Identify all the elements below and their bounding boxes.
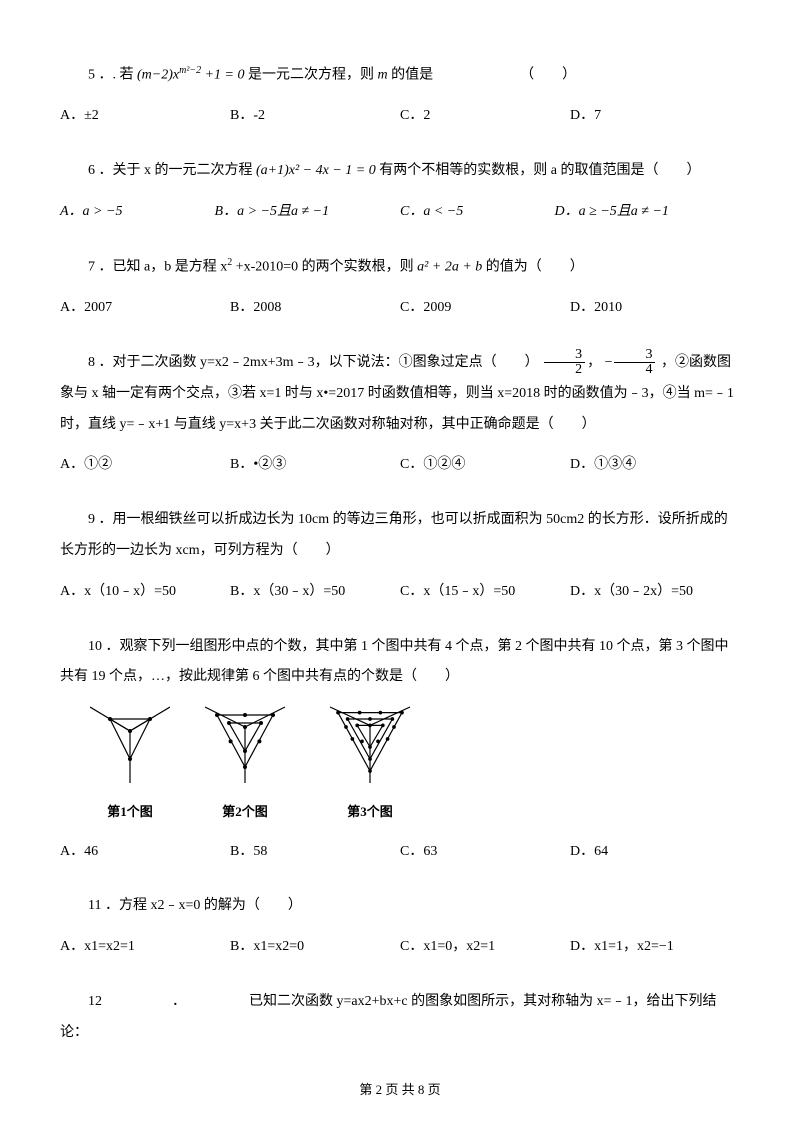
q5-post: 是一元二次方程，则 <box>248 68 374 83</box>
q5-formula-pre: (m−2)x <box>137 68 179 83</box>
q6-opt-d: D．a ≥ −5且a ≠ −1 <box>555 197 740 228</box>
q8-frac1: 32 <box>544 348 585 377</box>
question-9: 9 ．用一根细铁丝可以折成边长为 10cm 的等边三角形，也可以折成面积为 50… <box>60 505 740 607</box>
q6-stem: 6 ．关于 x 的一元二次方程 (a+1)x² − 4x − 1 = 0 有两个… <box>60 156 740 187</box>
question-7: 7 ．已知 a，b 是方程 x2 +x-2010=0 的两个实数根，则 a² +… <box>60 252 740 324</box>
q5-formula-post: +1 = 0 <box>205 68 245 83</box>
q5-opt-b: B．-2 <box>230 101 400 132</box>
q9-opt-c: C．x（15﹣x）=50 <box>400 577 570 608</box>
q8-frac1-den: 2 <box>544 363 585 377</box>
q10-triangle-2: 第2个图 <box>200 703 290 826</box>
q5-var: m <box>377 68 387 83</box>
q7-opt-d: D．2010 <box>570 293 740 324</box>
q11-opt-d: D．x1=1，x2=−1 <box>570 932 740 963</box>
q8-frac2-num: 3 <box>614 348 655 363</box>
page-content: 5 ．. 若 (m−2)xm²−2 +1 = 0 是一元二次方程，则 m 的值是… <box>0 0 800 1128</box>
q8-opt-b: B．•②③ <box>230 450 400 481</box>
q9-stem: 9 ．用一根细铁丝可以折成边长为 10cm 的等边三角形，也可以折成面积为 50… <box>60 505 740 567</box>
q8-neg: − <box>605 355 613 370</box>
q10-opt-b: B．58 <box>230 837 400 868</box>
q6-opt-c: C．a < −5 <box>400 197 555 228</box>
question-10: 10 ．观察下列一组图形中点的个数，其中第 1 个图中共有 4 个点，第 2 个… <box>60 632 740 868</box>
q8-frac1-num: 3 <box>544 348 585 363</box>
q5-end: 的值是 <box>391 68 433 83</box>
q8-s1: 8 ．对于二次函数 y=x2﹣2mx+3m﹣3，以下说法：①图象过定点（ ） <box>88 355 539 370</box>
q11-options: A．x1=x2=1 B．x1=x2=0 C．x1=0，x2=1 D．x1=1，x… <box>60 932 740 963</box>
q6-opt-b: B．a > −5且a ≠ −1 <box>215 197 400 228</box>
q8-opt-d: D．①③④ <box>570 450 740 481</box>
q5-opt-d: D．7 <box>570 101 740 132</box>
q11-opt-b: B．x1=x2=0 <box>230 932 400 963</box>
q6-opt-a: A．a > −5 <box>60 197 215 228</box>
q6-options: A．a > −5 B．a > −5且a ≠ −1 C．a < −5 D．a ≥ … <box>60 197 740 228</box>
q9-opt-b: B．x（30﹣x）=50 <box>230 577 400 608</box>
q8-frac2: 34 <box>614 348 655 377</box>
q12-stem: 12 ． 已知二次函数 y=ax2+bx+c 的图象如图所示，其对称轴为 x=﹣… <box>60 987 740 1049</box>
triangle-3-icon <box>320 703 420 783</box>
q6-formula: (a+1)x² − 4x − 1 = 0 <box>256 163 376 178</box>
q8-stem: 8 ．对于二次函数 y=x2﹣2mx+3m﹣3，以下说法：①图象过定点（ ） 3… <box>60 348 740 440</box>
page-footer: 第 2 页 共 8 页 <box>60 1079 740 1098</box>
q7-opt-c: C．2009 <box>400 293 570 324</box>
question-12: 12 ． 已知二次函数 y=ax2+bx+c 的图象如图所示，其对称轴为 x=﹣… <box>60 987 740 1049</box>
q7-pre: 7 ．已知 a，b 是方程 x <box>88 260 227 275</box>
q8-opt-c: C．①②④ <box>400 450 570 481</box>
q10-triangle-1: 第1个图 <box>90 703 170 826</box>
q7-formula: a² + 2a + b <box>417 260 482 275</box>
q10-opt-c: C．63 <box>400 837 570 868</box>
q5-opt-a: A．±2 <box>60 101 230 132</box>
q11-opt-a: A．x1=x2=1 <box>60 932 230 963</box>
q5-options: A．±2 B．-2 C．2 D．7 <box>60 101 740 132</box>
q11-stem: 11 ．方程 x2﹣x=0 的解为（ ） <box>60 891 740 922</box>
q8-opt-a: A．①② <box>60 450 230 481</box>
q5-paren: （ ） <box>520 68 576 83</box>
q7-opt-a: A．2007 <box>60 293 230 324</box>
q5-opt-c: C．2 <box>400 101 570 132</box>
triangle-2-icon <box>200 703 290 783</box>
q10-options: A．46 B．58 C．63 D．64 <box>60 837 740 868</box>
q7-mid: +x-2010=0 的两个实数根，则 <box>236 260 414 275</box>
q8-comma: ， <box>587 355 601 370</box>
q7-options: A．2007 B．2008 C．2009 D．2010 <box>60 293 740 324</box>
question-8: 8 ．对于二次函数 y=x2﹣2mx+3m﹣3，以下说法：①图象过定点（ ） 3… <box>60 348 740 481</box>
question-5: 5 ．. 若 (m−2)xm²−2 +1 = 0 是一元二次方程，则 m 的值是… <box>60 60 740 132</box>
q6-post: 有两个不相等的实数根，则 a 的取值范围是（ ） <box>379 163 700 178</box>
q8-frac2-den: 4 <box>614 363 655 377</box>
q7-opt-b: B．2008 <box>230 293 400 324</box>
q9-options: A．x（10﹣x）=50 B．x（30﹣x）=50 C．x（15﹣x）=50 D… <box>60 577 740 608</box>
q7-post: 的值为（ ） <box>486 260 584 275</box>
q9-opt-d: D．x（30﹣2x）=50 <box>570 577 740 608</box>
question-6: 6 ．关于 x 的一元二次方程 (a+1)x² − 4x − 1 = 0 有两个… <box>60 156 740 228</box>
q10-opt-d: D．64 <box>570 837 740 868</box>
q5-exp: m²−2 <box>179 65 201 76</box>
q11-opt-c: C．x1=0，x2=1 <box>400 932 570 963</box>
q10-label-2: 第2个图 <box>200 798 290 827</box>
q10-stem: 10 ．观察下列一组图形中点的个数，其中第 1 个图中共有 4 个点，第 2 个… <box>60 632 740 694</box>
q10-label-1: 第1个图 <box>90 798 170 827</box>
q10-opt-a: A．46 <box>60 837 230 868</box>
q7-stem: 7 ．已知 a，b 是方程 x2 +x-2010=0 的两个实数根，则 a² +… <box>60 252 740 283</box>
q8-options: A．①② B．•②③ C．①②④ D．①③④ <box>60 450 740 481</box>
q10-label-3: 第3个图 <box>320 798 420 827</box>
q5-text: 5 ．. 若 <box>88 68 134 83</box>
question-11: 11 ．方程 x2﹣x=0 的解为（ ） A．x1=x2=1 B．x1=x2=0… <box>60 891 740 963</box>
q7-exp: 2 <box>227 257 232 268</box>
q10-figures: 第1个图 第2个图 <box>90 703 740 826</box>
q6-pre: 6 ．关于 x 的一元二次方程 <box>88 163 256 178</box>
triangle-1-icon <box>90 703 170 783</box>
q10-triangle-3: 第3个图 <box>320 703 420 826</box>
q5-stem: 5 ．. 若 (m−2)xm²−2 +1 = 0 是一元二次方程，则 m 的值是… <box>60 60 740 91</box>
q9-opt-a: A．x（10﹣x）=50 <box>60 577 230 608</box>
